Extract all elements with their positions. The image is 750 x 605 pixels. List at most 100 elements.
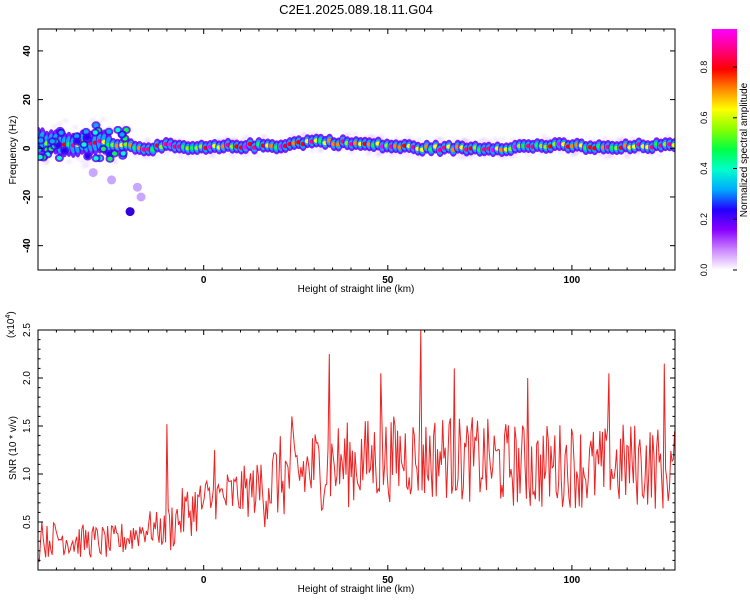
spectrogram-outlier <box>125 207 135 217</box>
colorbar-gradient <box>712 29 737 270</box>
spectrogram-faint-cell <box>405 154 411 158</box>
spectrogram-faint-cell <box>142 155 148 159</box>
spectrogram-faint-cell <box>317 149 323 152</box>
spectrogram-faint-cell <box>260 135 266 139</box>
snr-multiplier-exponent: 4 <box>5 315 12 319</box>
snr-y-tick-label: 1.5 <box>22 419 33 433</box>
spectrogram-outlier <box>132 182 142 192</box>
spectrogram-faint-cell <box>460 156 466 160</box>
spectrogram-faint-cell <box>365 152 371 156</box>
spectrogram-faint-cell <box>255 153 261 157</box>
snr-y-tick-label: 2.0 <box>22 371 33 385</box>
spectrogram-cluster-core <box>38 154 43 160</box>
spectrogram-cluster-core <box>119 132 125 137</box>
spectrogram-faint-cell <box>154 154 160 158</box>
snr-multiplier-prefix: (x10 <box>6 318 17 338</box>
colorbar-tick-label: 0.6 <box>699 112 709 125</box>
spectrogram-faint-cell <box>481 137 487 141</box>
spectrogram-cluster-core <box>62 148 68 153</box>
spectrogram-faint-cell <box>241 137 247 141</box>
snr-frame <box>37 329 676 571</box>
snr-x-tick-label: 50 <box>382 575 394 586</box>
spectrogram-cluster-core <box>49 139 55 144</box>
colorbar-tick-label: 0.4 <box>699 162 709 175</box>
spectrogram-y-tick-label: 20 <box>22 94 33 106</box>
spectrogram-y-tick-label: -40 <box>22 238 33 253</box>
spectrogram-x-ticks: 0 50 100 <box>55 29 665 286</box>
spectrogram-y-ticks: -40 -20 0 20 40 <box>22 45 675 253</box>
spectrogram-x-axis-label: Height of straight line (km) <box>298 284 415 295</box>
spectrogram-faint-cell <box>557 150 563 154</box>
snr-y-ticks: 0.5 1.0 1.5 2.0 2.5 <box>22 323 675 561</box>
spectrogram-x-tick-label: 100 <box>564 275 581 286</box>
spectrogram-y-tick-label: -20 <box>22 189 33 204</box>
spectrogram-panel: 0 50 100 -40 -20 0 20 40 Height of straight li… <box>8 28 676 295</box>
spectrogram-faint-cell <box>75 156 81 160</box>
spectrogram-faint-cell <box>308 132 314 136</box>
colorbar-label: Normalized spectral amplitude <box>739 82 750 217</box>
snr-x-axis-label: Height of straight line (km) <box>298 584 415 595</box>
spectrogram-outlier <box>107 175 117 185</box>
spectrogram-faint-cell <box>210 154 216 158</box>
spectrogram-cluster-core <box>92 130 98 135</box>
spectrogram-faint-cell <box>243 154 249 157</box>
spectrogram-cluster-core <box>123 127 129 133</box>
snr-y-tick-label: 2.5 <box>22 323 33 337</box>
spectrogram-faint-cell <box>541 134 547 138</box>
colorbar: 0.0 0.2 0.4 0.6 0.8 Normalized spectral ampl… <box>699 29 750 276</box>
spectrogram-faint-cell <box>57 122 63 126</box>
spectrogram-faint-cell <box>178 155 184 159</box>
spectrogram-cluster-core <box>115 127 121 133</box>
spectrogram-cluster-core <box>83 129 89 135</box>
snr-multiplier-close: ) <box>6 311 17 314</box>
spectrogram-faint-cell <box>508 155 514 159</box>
snr-series-line <box>38 330 675 563</box>
spectrogram-cluster-core <box>85 154 91 159</box>
spectrogram-faint-cell <box>410 154 416 157</box>
spectrogram-x-tick-label: 0 <box>201 275 207 286</box>
spectrogram-faint-cell <box>376 151 382 155</box>
spectrogram-cluster-core <box>93 123 99 128</box>
spectrogram-heat-layer <box>38 117 675 217</box>
spectrogram-faint-cell <box>52 124 57 128</box>
spectrogram-faint-cell <box>476 140 482 143</box>
snr-x-tick-label: 100 <box>564 575 581 586</box>
spectrogram-ridge-core <box>671 143 675 148</box>
spectrogram-faint-cell <box>500 137 506 141</box>
spectrogram-cluster-core <box>100 146 106 152</box>
spectrogram-y-axis-label: Frequency (Hz) <box>8 116 19 185</box>
spectrogram-faint-cell <box>629 136 635 140</box>
colorbar-ticks: 0.0 0.2 0.4 0.6 0.8 <box>699 61 737 276</box>
spectrogram-faint-cell <box>164 151 170 155</box>
snr-y-tick-label: 1.0 <box>22 467 33 481</box>
spectrogram-faint-cell <box>100 117 106 121</box>
spectrogram-cluster-core <box>120 151 126 156</box>
spectrogram-faint-cell <box>43 161 49 165</box>
spectrogram-faint-cell <box>367 134 373 138</box>
spectrogram-faint-cell <box>417 138 423 141</box>
spectrogram-faint-cell <box>392 152 398 156</box>
spectrogram-faint-cell <box>624 154 630 158</box>
spectrogram-faint-cell <box>309 149 315 152</box>
spectrogram-faint-cell <box>657 153 662 157</box>
figure-title: C2E1.2025.089.18.11.G04 <box>279 2 433 17</box>
snr-y-tick-label: 0.5 <box>22 515 33 529</box>
spectrogram-outlier <box>136 192 146 202</box>
spectrogram-faint-cell <box>231 154 237 158</box>
spectrogram-cluster-core <box>74 134 80 139</box>
snr-background <box>38 330 675 570</box>
snr-multiplier-label: (x104) <box>5 311 17 338</box>
snr-x-ticks: 0 50 100 <box>55 330 665 586</box>
spectrogram-faint-cell <box>602 136 608 140</box>
spectrogram-cluster-core <box>38 138 44 143</box>
spectrogram-frame <box>37 28 676 271</box>
spectrogram-faint-cell <box>456 155 462 158</box>
spectrogram-faint-cell <box>146 155 152 159</box>
colorbar-tick-label: 0.2 <box>699 213 709 226</box>
spectrogram-faint-cell <box>82 164 87 168</box>
spectrogram-faint-cell <box>468 155 473 159</box>
spectrogram-cluster-core <box>84 135 90 140</box>
spectrogram-faint-cell <box>63 119 69 123</box>
